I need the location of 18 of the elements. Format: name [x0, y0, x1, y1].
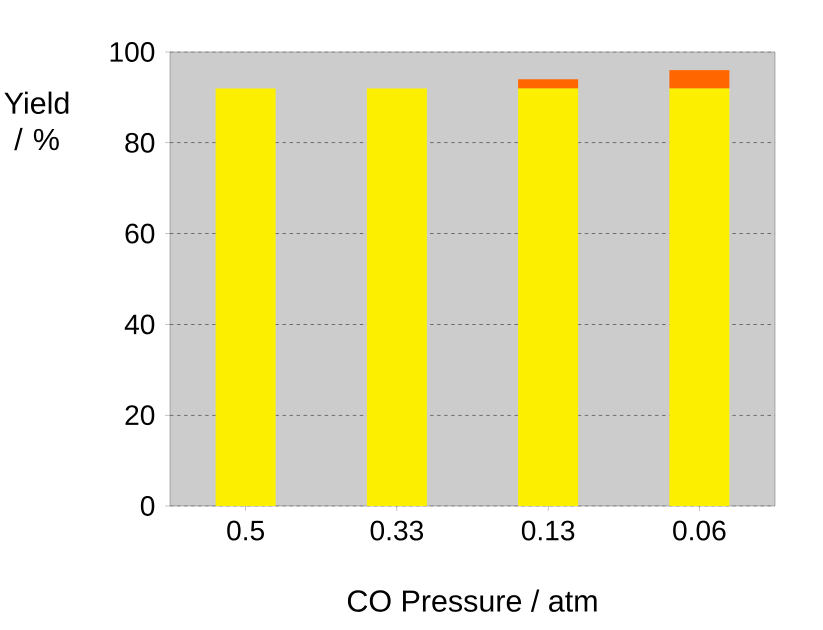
x-tick-label: 0.13 [522, 520, 574, 541]
y-tick-label: 20 [126, 405, 154, 426]
y-tick-label: 60 [126, 224, 154, 244]
bar [366, 88, 427, 506]
y-tick-label: 0 [140, 496, 154, 516]
bar [669, 70, 730, 88]
bar [518, 88, 578, 506]
y-tick-label: 80 [125, 132, 154, 153]
y-axis-title: Yield / % [4, 92, 68, 150]
x-tick-label: 0.06 [673, 520, 726, 541]
y-tick-label: 100 [110, 42, 154, 62]
x-tick-label: 0.5 [227, 520, 264, 541]
bar [518, 79, 578, 88]
bar [669, 88, 730, 506]
x-tick-label: 0.33 [370, 520, 424, 541]
x-axis-title: CO Pressure / atm [348, 589, 597, 612]
bar [216, 88, 276, 506]
y-tick-label: 40 [124, 314, 154, 334]
